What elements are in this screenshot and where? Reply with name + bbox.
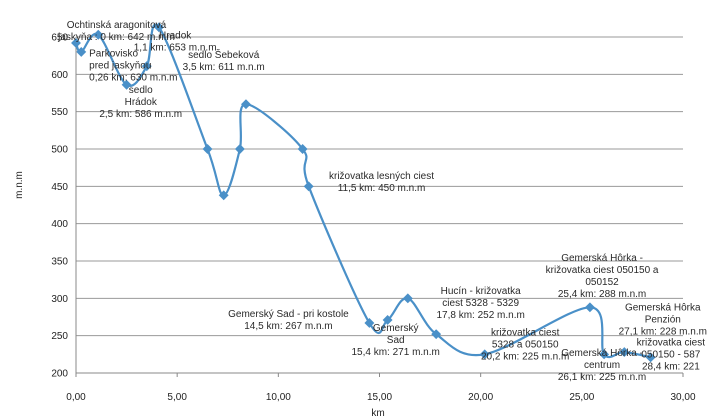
y-tick-label: 400 — [51, 219, 68, 230]
data-point-marker — [479, 349, 490, 360]
point-annotation: Hucín - križovatka ciest 5328 - 5329 17,8 … — [436, 286, 524, 321]
x-tick-label: 0,00 — [66, 392, 86, 403]
data-point-marker — [645, 352, 656, 363]
data-point-marker — [584, 302, 595, 313]
x-tick-label: 5,00 — [167, 392, 187, 403]
annotation-line: 050150 - 587 — [641, 349, 700, 360]
x-axis-label: km — [371, 408, 384, 419]
annotation-line: 1,1 km: 653 m.n.m — [134, 42, 217, 53]
point-annotation: križovatka ciest 050150 - 587 28,4 km: 221 — [637, 337, 706, 372]
data-point-marker — [234, 144, 245, 154]
data-point-marker — [599, 349, 610, 360]
annotation-line: Gemerský Sad - pri kostole — [228, 309, 349, 320]
data-point-marker — [154, 22, 164, 33]
data-point-marker — [202, 144, 213, 154]
annotation-line: 25,4 km: 288 m.n.m — [558, 289, 646, 300]
gridlines — [76, 36, 683, 337]
annotation-line: ciest 5328 - 5329 — [442, 298, 519, 309]
annotation-line: Gemerská Hôrka — [625, 302, 701, 313]
data-point-marker — [121, 79, 132, 90]
point-annotation: sedlo Hrádok 2,5 km: 586 m.n.m — [99, 85, 182, 120]
annotation-line: 2,5 km: 586 m.n.m — [99, 109, 182, 120]
y-tick-label: 500 — [51, 145, 68, 156]
data-point-marker — [431, 329, 442, 340]
annotation-line: 28,4 km: 221 — [642, 361, 700, 372]
data-point-marker — [382, 315, 393, 325]
point-annotation: Gemerský Sad - pri kostole 14,5 km: 267 m… — [228, 309, 349, 332]
data-point-marker — [364, 318, 375, 328]
annotation-line: Gemerská Hôrka - — [561, 348, 643, 359]
annotation-line: križovatka ciest — [637, 337, 706, 348]
data-point-marker — [297, 144, 308, 154]
x-tick-label: 10,00 — [266, 392, 291, 403]
annotation-line: 0,26 km: 630 m.n.m — [89, 72, 177, 83]
y-tick-label: 300 — [51, 294, 68, 305]
y-tick-label: 200 — [51, 369, 68, 380]
annotation-line: križovatka ciest 050150 a — [546, 265, 659, 276]
annotation-line: Sad — [387, 335, 405, 346]
point-annotation: Gemerská Hôrka -križovatka ciest 050150 … — [546, 253, 659, 300]
annotation-line: Ochtinská aragonitová — [67, 20, 167, 31]
y-tick-label: 450 — [51, 182, 68, 193]
point-annotation: Ochtinská aragonitová jaskyňa : 0 km: 642… — [57, 20, 175, 43]
data-point-marker — [71, 38, 81, 48]
annotation-line: 050152 — [585, 277, 619, 288]
y-tick-label: 650 — [51, 33, 68, 44]
point-annotation: križovatka ciest 5328 a 050150 20,2 km: 22… — [481, 328, 569, 363]
y-tick-label: 250 — [51, 331, 68, 342]
data-point-marker — [402, 293, 413, 304]
y-axis-label: m.n.m — [14, 171, 25, 199]
annotation-line: sedlo — [129, 85, 153, 96]
annotation-line: 27,1 km: 228 m.n.m — [619, 326, 707, 337]
annotation-line: 26,1 km: 225 m.n.m — [558, 372, 646, 383]
annotation-line: Penzión — [645, 314, 681, 325]
annotation-line: pred jaskyňou — [89, 60, 151, 71]
data-point-marker — [303, 181, 314, 192]
point-annotations: Ochtinská aragonitová jaskyňa : 0 km: 642… — [57, 20, 707, 383]
axes: 200 250 300 350 400 450 500 550 600 650 0,00 5,00 10… — [51, 33, 696, 404]
point-annotation: Gemerská Hôrka -centrum 26,1 km: 225 m.n.… — [558, 348, 646, 383]
annotation-line: 5328 a 050150 — [492, 340, 559, 351]
series-line — [74, 23, 651, 359]
annotation-line: centrum — [584, 360, 620, 371]
annotation-line: 11,5 km: 450 m.n.m — [338, 183, 426, 194]
x-tick-label: 15,00 — [367, 392, 392, 403]
y-tick-label: 550 — [51, 107, 68, 118]
annotation-line: Parkovisko — [89, 48, 138, 59]
annotation-line: 3,5 km: 611 m.n.m — [183, 62, 265, 73]
y-tick-label: 350 — [51, 257, 68, 268]
point-annotation: križovatka lesných ciest 11,5 km: 450 m.n… — [329, 171, 434, 194]
point-annotation: Hradok 1,1 km: 653 m.n.m — [134, 30, 217, 53]
data-point-marker — [93, 29, 104, 40]
data-point-marker — [241, 99, 251, 110]
annotation-line: 20,2 km: 225 m.n.m — [481, 352, 569, 363]
annotation-line: križovatka ciest — [491, 328, 560, 339]
annotation-line: jaskyňa : 0 km: 642 m.n.m — [57, 32, 175, 43]
y-tick-label: 600 — [51, 70, 68, 81]
annotation-line: 17,8 km: 252 m.n.m — [436, 310, 524, 321]
data-point-marker — [619, 347, 630, 358]
x-tick-label: 25,00 — [569, 392, 594, 403]
annotation-line: 15,4 km: 271 m.n.m — [351, 347, 439, 358]
annotation-line: sedlo Šebeková — [188, 48, 260, 61]
annotation-line: Hradok — [159, 30, 192, 41]
data-point-marker — [218, 190, 229, 201]
point-annotation: Gemerská Hôrka Penzión 27,1 km: 228 m.n.m — [619, 302, 707, 337]
annotation-line: Gemerská Hôrka - — [561, 253, 643, 264]
annotation-line: Hucín - križovatka — [441, 286, 521, 297]
x-tick-label: 20,00 — [468, 392, 493, 403]
point-annotation: Gemerský Sad 15,4 km: 271 m.n.m — [351, 323, 439, 358]
elevation-series — [71, 22, 656, 363]
annotation-line: križovatka lesných ciest — [329, 171, 434, 182]
data-point-marker — [76, 46, 87, 57]
annotation-line: Gemerský — [373, 323, 419, 334]
annotation-line: 14,5 km: 267 m.n.m — [244, 321, 332, 332]
point-annotation: sedlo Šebeková 3,5 km: 611 m.n.m — [183, 48, 265, 73]
x-tick-label: 30,00 — [670, 392, 695, 403]
point-annotation: Parkovisko pred jaskyňou 0,26 km: 630 m.n.… — [89, 48, 177, 83]
annotation-line: Hrádok — [125, 97, 158, 108]
